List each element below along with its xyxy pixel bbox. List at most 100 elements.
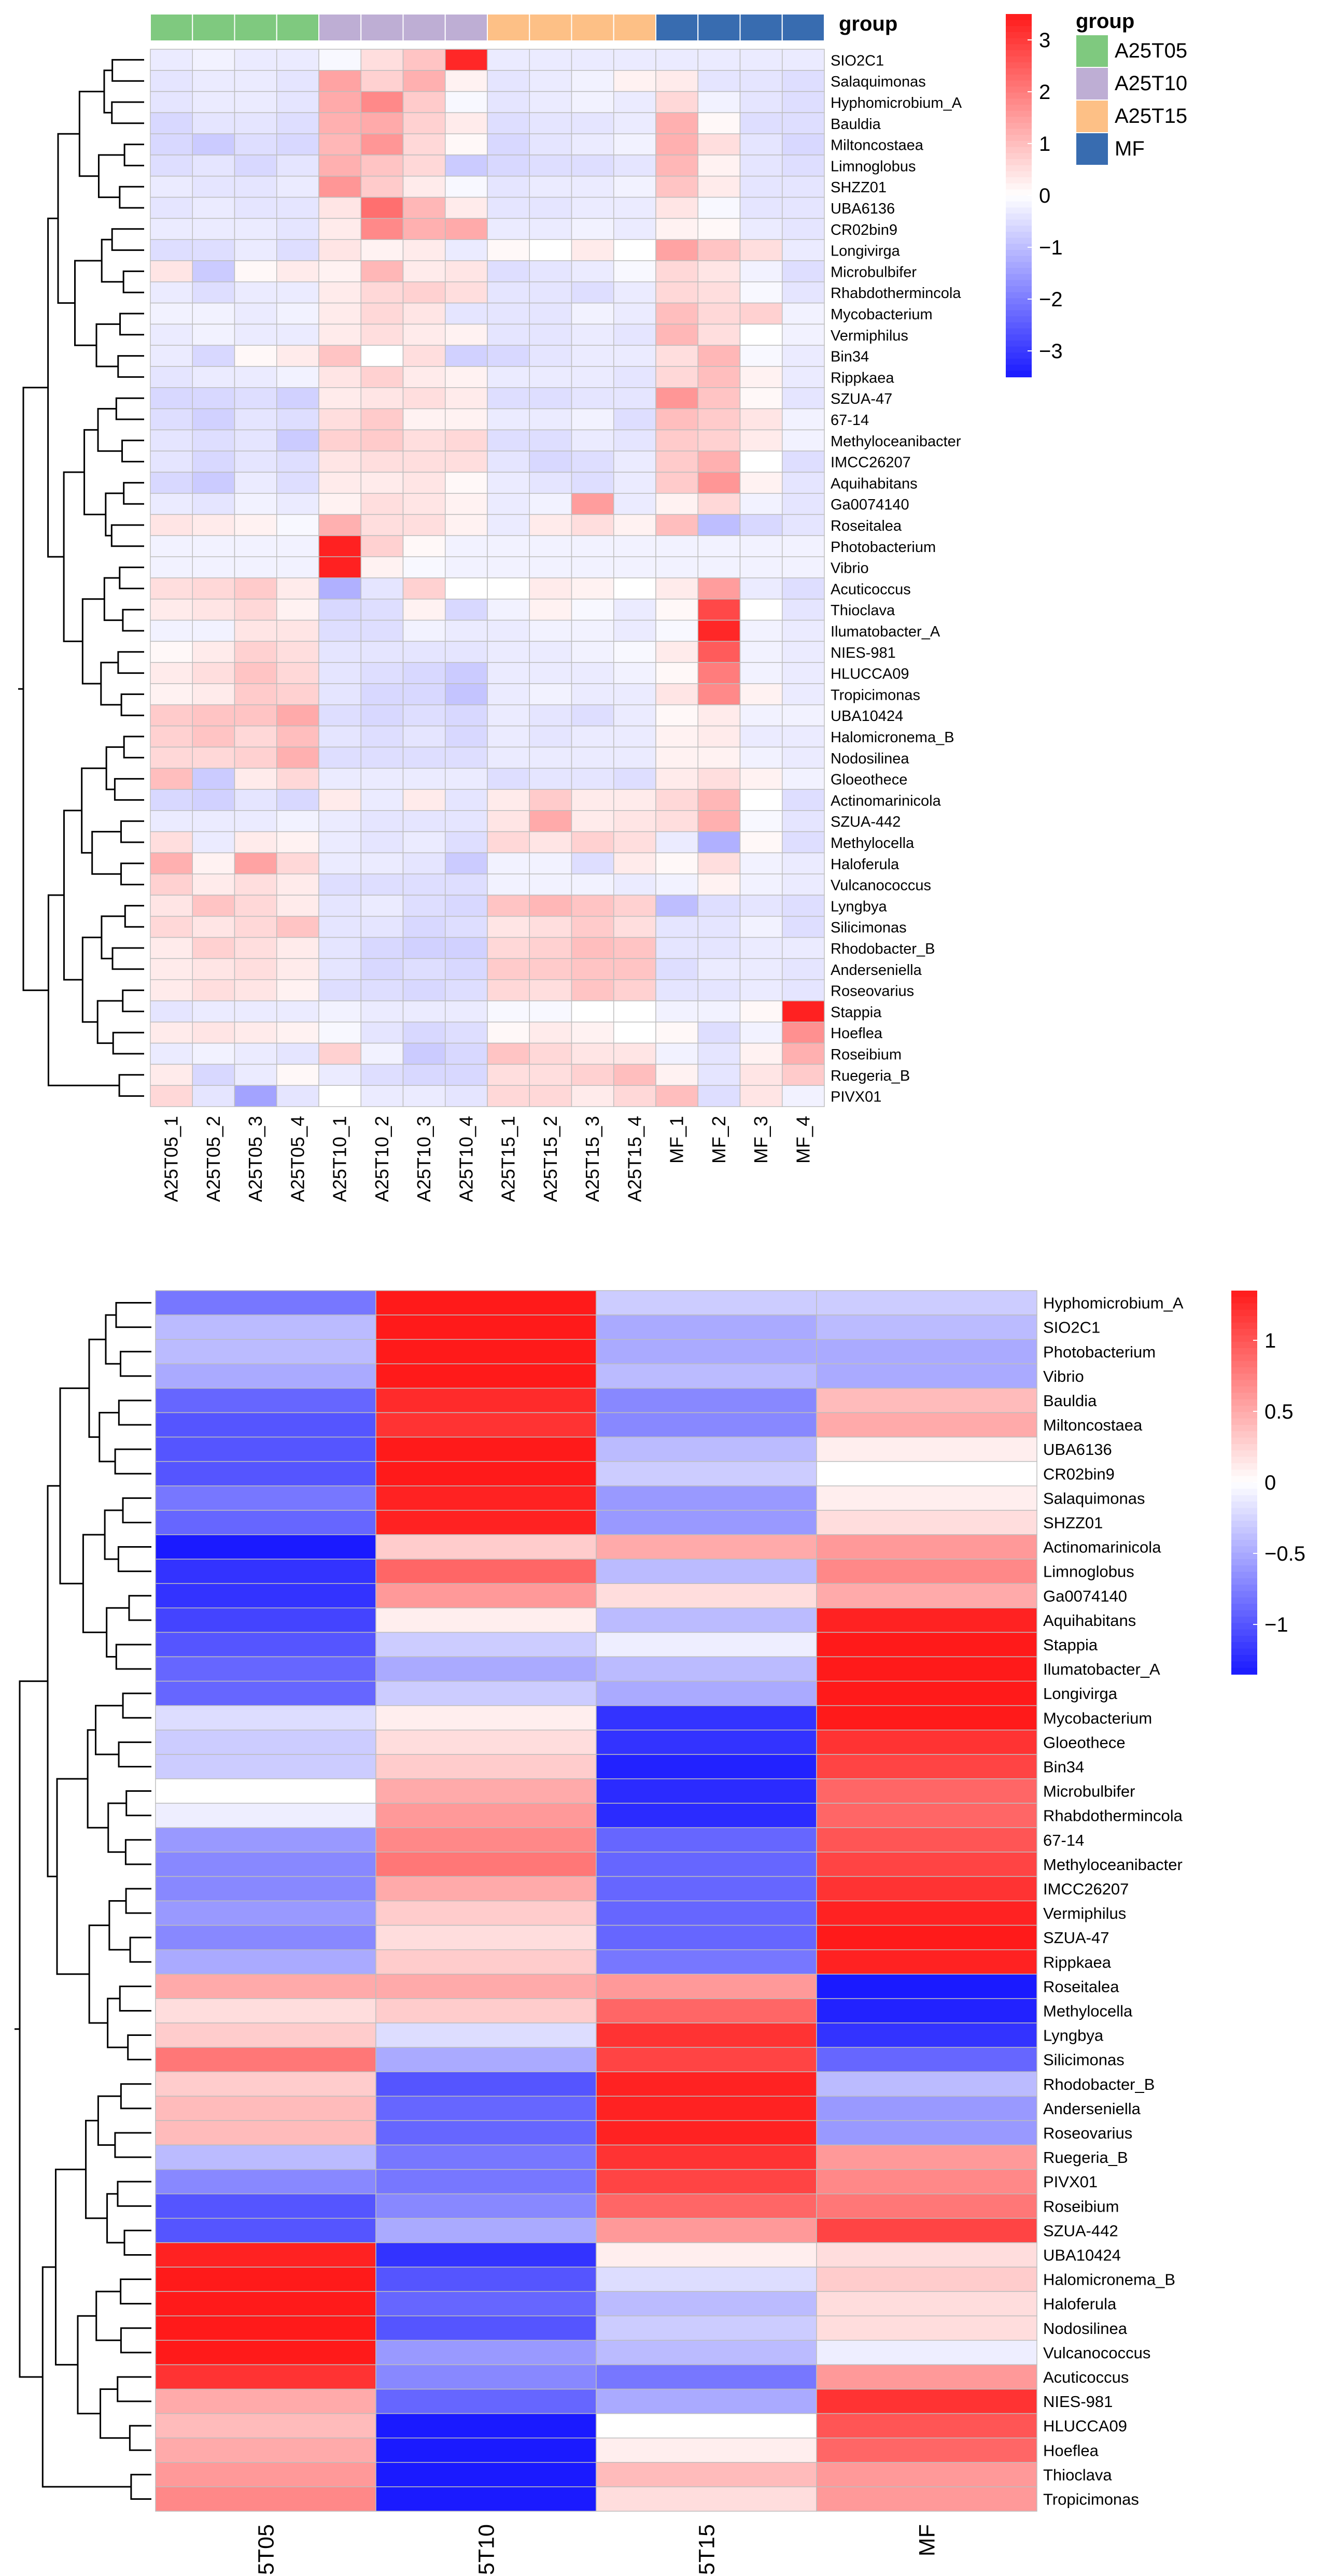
colorbar1-gradient-segment: [1006, 80, 1032, 87]
heatmap1-cell: [192, 831, 235, 854]
heatmap1-cell: [234, 683, 277, 705]
heatmap2-cell: [596, 2315, 817, 2341]
heatmap1-row-label: Vermiphilus: [831, 328, 908, 344]
heatmap2-cell: [155, 2218, 376, 2243]
heatmap1-cell: [402, 323, 446, 346]
heatmap2-row-label: UBA6136: [1043, 1440, 1112, 1459]
heatmap1-cell: [445, 1042, 488, 1065]
colorbar1-gradient-segment: [1006, 219, 1032, 227]
heatmap1-cell: [402, 873, 446, 896]
heatmap1-column-label: A25T15_3: [582, 1116, 603, 1202]
dendrogram-branch: [112, 1031, 144, 1055]
heatmap1-cell: [613, 345, 656, 367]
dendrogram-branch: [118, 1741, 151, 1767]
heatmap1-cell: [192, 895, 235, 917]
heatmap1-row-label: Methyloceanibacter: [831, 433, 961, 450]
heatmap1-cell: [571, 176, 614, 198]
heatmap2-cell: [155, 2486, 376, 2512]
heatmap2-row-label: Actinomarinicola: [1043, 1538, 1161, 1556]
heatmap1-cell: [697, 852, 741, 874]
heatmap1-cell: [613, 789, 656, 811]
heatmap1-row-label: Rhabdothermincola: [831, 285, 961, 302]
heatmap1-cell: [571, 154, 614, 177]
colorbar2-gradient-segment: [1231, 1540, 1257, 1547]
heatmap2-cell: [155, 2096, 376, 2121]
heatmap1-cell: [360, 1000, 404, 1023]
group-legend-swatch: [1075, 100, 1109, 133]
heatmap1-cell: [487, 768, 530, 790]
heatmap1-cell: [697, 873, 741, 896]
heatmap1-cell: [529, 937, 572, 959]
heatmap1-cell: [782, 852, 825, 874]
colorbar1-gradient-segment: [1006, 225, 1032, 232]
heatmap1-cell: [234, 408, 277, 431]
heatmap1-cell: [318, 641, 361, 663]
heatmap2-cell: [596, 1656, 817, 1682]
heatmap1-cell: [276, 302, 319, 325]
heatmap1-cell: [613, 133, 656, 155]
heatmap1-cell: [234, 49, 277, 71]
dendrogram-branch: [123, 2229, 151, 2256]
heatmap1-cell: [697, 937, 741, 959]
heatmap1-cell: [655, 112, 698, 134]
heatmap1-cell: [782, 176, 825, 198]
heatmap1-cell: [697, 281, 741, 304]
dendrogram-branch: [127, 2034, 151, 2061]
heatmap1-cell: [445, 196, 488, 219]
heatmap2-cell: [155, 2462, 376, 2487]
heatmap1-row-label: Photobacterium: [831, 539, 936, 556]
heatmap1-row-label: 67-14: [831, 412, 869, 429]
heatmap1-cell: [782, 49, 825, 71]
heatmap1-cell: [571, 1085, 614, 1107]
heatmap1-cell: [782, 873, 825, 896]
dendrogram-branch: [74, 260, 102, 346]
heatmap1-cell: [234, 619, 277, 642]
heatmap1-cell: [276, 260, 319, 282]
heatmap1-cell: [697, 599, 741, 621]
heatmap1-cell: [782, 218, 825, 240]
heatmap1-cell: [318, 683, 361, 705]
heatmap1-cell: [318, 514, 361, 536]
dendrogram-branch: [118, 1074, 144, 1097]
heatmap1-row-label: Bauldia: [831, 116, 881, 133]
heatmap1-cell: [613, 577, 656, 600]
dendrogram-branch: [106, 1607, 130, 1658]
heatmap1-cell: [402, 260, 446, 282]
heatmap1-cell: [445, 556, 488, 578]
heatmap1-cell: [782, 789, 825, 811]
heatmap1-cell: [655, 302, 698, 325]
heatmap1-cell: [571, 472, 614, 494]
heatmap1-cell: [655, 1000, 698, 1023]
annotation-cell-A25T10_3: [402, 13, 446, 41]
heatmap2-cell: [596, 1949, 817, 1975]
heatmap1-cell: [360, 641, 404, 663]
heatmap1-cell: [192, 641, 235, 663]
heatmap2-cell: [816, 2218, 1037, 2243]
heatmap1-cell: [571, 895, 614, 917]
heatmap1-cell: [529, 112, 572, 134]
heatmap1-cell: [739, 514, 783, 536]
heatmap1-cell: [697, 323, 741, 346]
heatmap1-cell: [487, 599, 530, 621]
group-legend-label: A25T10: [1115, 72, 1187, 95]
heatmap2-cell: [155, 1656, 376, 1682]
colorbar2-gradient-segment: [1231, 1552, 1257, 1560]
colorbar2-gradient-segment: [1231, 1636, 1257, 1643]
heatmap1-cell: [529, 323, 572, 346]
heatmap1-cell: [782, 916, 825, 938]
heatmap1-cell: [234, 302, 277, 325]
heatmap1-cell: [318, 260, 361, 282]
heatmap1-cell: [360, 916, 404, 938]
heatmap1-cell: [782, 725, 825, 748]
heatmap1-cell: [234, 176, 277, 198]
heatmap2-row-label: Vermiphilus: [1043, 1904, 1126, 1922]
heatmap1-cell: [487, 577, 530, 600]
heatmap1-cell: [529, 725, 572, 748]
colorbar2-gradient-segment: [1231, 1623, 1257, 1630]
heatmap1-row-label: Ga0074140: [831, 497, 909, 513]
dendrogram-branch: [111, 228, 144, 251]
heatmap2-cell: [155, 1534, 376, 1560]
colorbar2-gradient-segment: [1231, 1322, 1257, 1329]
heatmap1-cell: [571, 387, 614, 409]
heatmap2-cell: [155, 1827, 376, 1853]
